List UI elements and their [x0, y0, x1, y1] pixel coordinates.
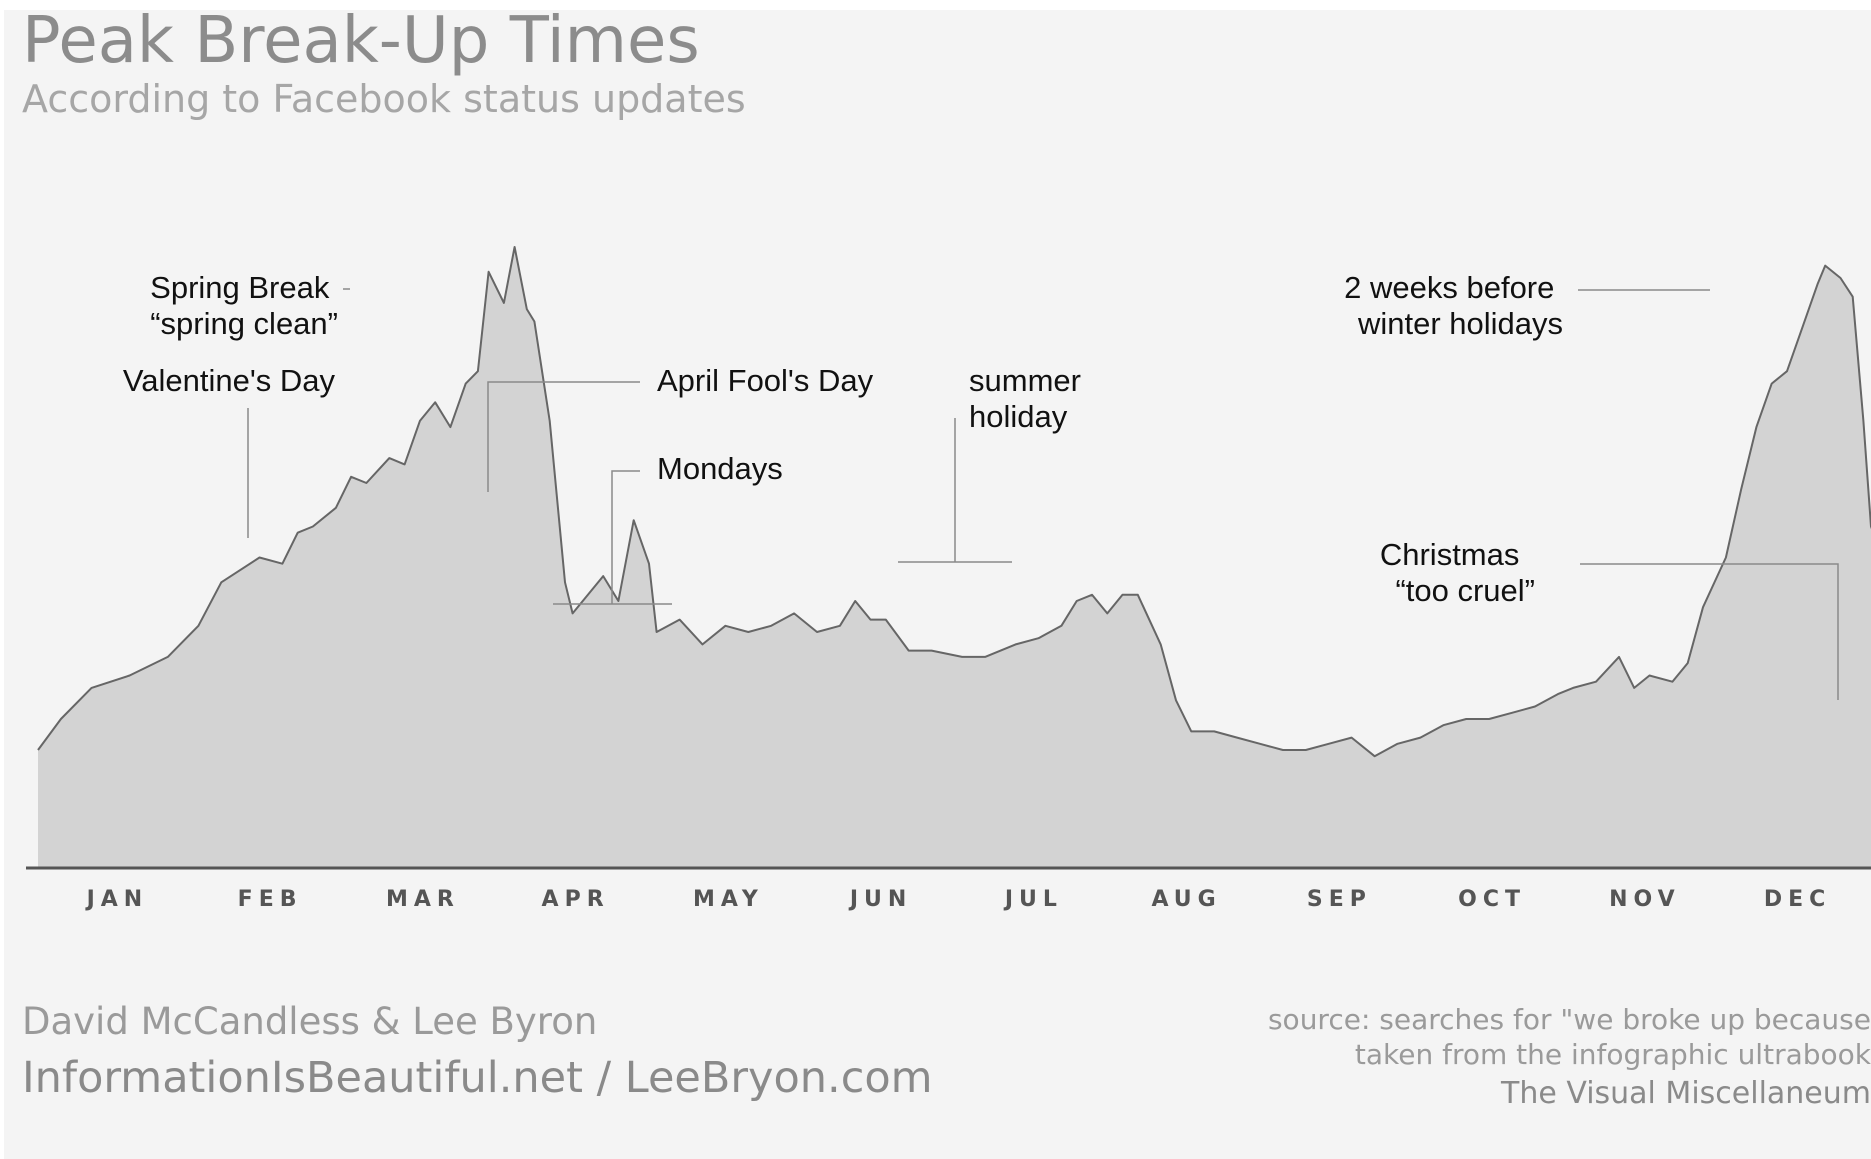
x-tick-label: AUG [1151, 887, 1221, 912]
series-line [37, 246, 1871, 758]
annotation-summer-holiday: summer holiday [969, 363, 1090, 434]
x-tick-label: JUN [848, 887, 912, 912]
annotation-two-weeks-before: 2 weeks before winter holidays [1344, 270, 1563, 341]
annotation-valentines-day: Valentine's Day [123, 363, 336, 398]
chart-subtitle: According to Facebook status updates [22, 77, 746, 121]
annotation-spring-break: Spring Break “spring clean” [150, 270, 338, 341]
x-tick-label: SEP [1307, 887, 1372, 912]
footer-authors: David McCandless & Lee Byron [22, 1000, 597, 1043]
footer-source-line1: source: searches for "we broke up becaus… [1268, 1003, 1871, 1036]
x-tick-label: MAR [386, 887, 460, 912]
leader-mondays [611, 470, 640, 604]
footer-source-line3: The Visual Miscellaneum [1500, 1076, 1871, 1111]
footer: David McCandless & Lee Byron Information… [22, 1000, 1871, 1111]
x-tick-label: MAY [693, 887, 764, 912]
x-tick-label: NOV [1609, 887, 1681, 912]
x-axis: JAN FEB MAR APR MAY JUN JUL AUG SEP OCT NOV DEC [26, 866, 1871, 912]
series-area [38, 247, 1871, 868]
annotation-mondays: Mondays [657, 451, 783, 486]
leader-christmas [1580, 563, 1839, 700]
x-tick-label: OCT [1458, 887, 1526, 912]
footer-source-line2: taken from the infographic ultrabook [1355, 1038, 1871, 1071]
annotations: Spring Break “spring clean” Valentine's … [123, 270, 1839, 700]
annotation-april-fools-day: April Fool's Day [657, 363, 874, 398]
x-tick-label: FEB [238, 887, 303, 912]
plot-area [37, 246, 1871, 868]
footer-sites: InformationIsBeautiful.net / LeeBryon.co… [22, 1053, 933, 1103]
annotation-christmas: Christmas “too cruel” [1380, 537, 1535, 608]
x-tick-label: DEC [1764, 887, 1831, 912]
chart-title: Peak Break-Up Times [22, 4, 700, 78]
x-tick-label: JUL [1003, 887, 1063, 912]
x-tick-label: APR [542, 887, 610, 912]
x-tick-label: JAN [85, 887, 149, 912]
leader-april-fools-day [487, 381, 640, 492]
